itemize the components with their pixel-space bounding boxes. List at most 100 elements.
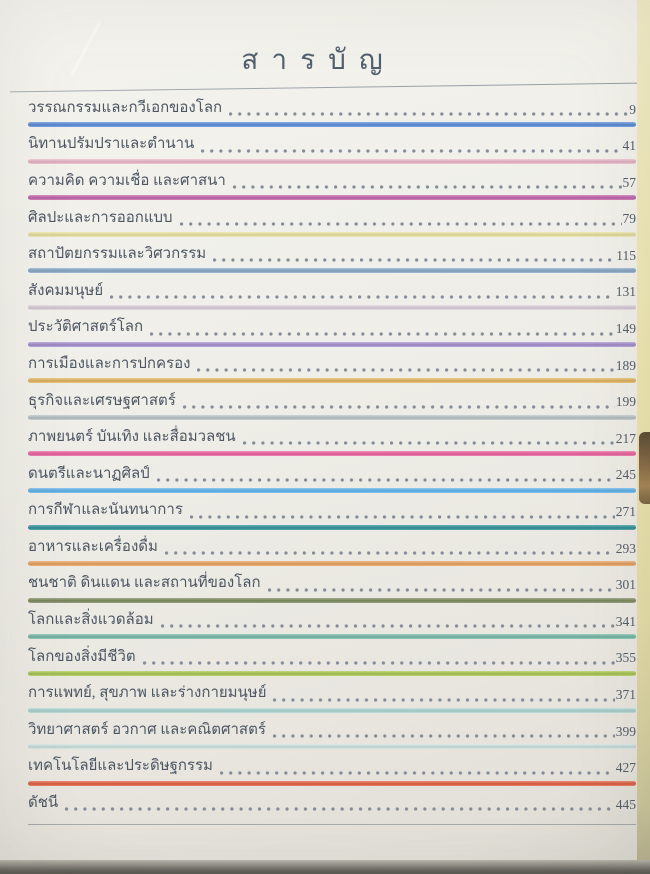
toc-entry-page-number: 199 [615,394,636,410]
toc-entry-color-bar [28,268,636,274]
toc-entry: การแพทย์, สุขภาพ และร่างกายมนุษย์ 371 [28,681,636,718]
toc-entry-label: สถาปัตยกรรมและวิศวกรรม [28,246,207,263]
toc-entry: ภาพยนตร์ บันเทิง และสื่อมวลชน 217 [28,424,636,461]
toc-entry: เทคโนโลยีและประดิษฐกรรม 427 [28,754,636,791]
dot-leader [219,764,615,775]
page-title: สารบัญ [241,45,396,76]
toc-entry-color-bar [28,707,636,713]
toc-entry-color-bar [28,195,636,201]
toc-entry-label: ศิลปะและการออกแบบ [28,209,173,226]
toc-entry-color-bar [28,122,636,127]
toc-entry-row: ความคิด ความเชื่อ และศาสนา 57 [28,168,636,191]
toc-entry-color-bar [28,744,636,750]
toc-entry-row: ประวัติศาสตร์โลก 149 [28,315,636,338]
toc-entry-page-number: 427 [615,760,636,776]
toc-entry-row: ศิลปะและการออกแบบ 79 [28,205,636,228]
toc-entry-row: ชนชาติ ดินแดน และสถานที่ของโลก 301 [28,571,636,594]
toc-entry-row: วรรณกรรมและกวีเอกของโลก 9 [28,95,636,118]
toc-entry-color-bar [28,561,636,567]
toc-entry-label: อาหารและเครื่องดื่ม [28,538,158,555]
toc-entry: วิทยาศาสตร์ อวกาศ และคณิตศาสตร์ 399 [28,717,636,754]
dot-leader [150,325,615,336]
toc-entry-label: ธุรกิจและเศรษฐศาสตร์ [28,392,176,409]
title-rule [10,82,644,93]
toc-entry-page-number: 115 [616,247,636,263]
dot-leader [182,398,615,409]
toc-entry-color-bar [28,597,636,603]
toc-entry-page-number: 189 [615,357,636,373]
toc-entry: ดัชนี 445 [28,790,636,827]
toc-entry-page-number: 149 [615,321,636,337]
toc-entry-row: การกีฬาและนันทนาการ 271 [28,498,636,521]
toc-entry-page-number: 245 [615,467,636,483]
toc-entry-color-bar [28,824,636,826]
toc-entry-page-number: 301 [615,577,636,593]
toc-entry: ประวัติศาสตร์โลก 149 [28,315,636,352]
toc-entry-label: ดัชนี [28,795,59,812]
toc-entry: โลกและสิ่งแวดล้อม 341 [28,607,636,644]
toc-entry: ศิลปะและการออกแบบ 79 [28,205,636,242]
toc-entry-row: วิทยาศาสตร์ อวกาศ และคณิตศาสตร์ 399 [28,717,636,740]
toc-entry-color-bar [28,414,636,420]
dot-leader [156,471,615,482]
toc-entry-row: นิทานปรัมปราและตำนาน 41 [28,132,636,155]
toc-entry-page-number: 79 [622,211,637,227]
photo-bottom-edge [0,860,650,874]
toc-entry-label: เทคโนโลยีและประดิษฐกรรม [28,758,213,775]
toc-entry-color-bar [28,304,636,310]
toc-entry: ความคิด ความเชื่อ และศาสนา 57 [28,168,636,205]
toc-entry: การกีฬาและนันทนาการ 271 [28,498,636,535]
toc-entry-color-bar [28,341,636,347]
dot-leader [272,728,615,739]
toc-entry-color-bar [28,780,636,786]
toc-entry-row: สังคมมนุษย์ 131 [28,278,636,301]
toc-entry-row: ภาพยนตร์ บันเทิง และสื่อมวลชน 217 [28,424,636,447]
toc-entry-row: การแพทย์, สุขภาพ และร่างกายมนุษย์ 371 [28,681,636,704]
toc-entry-color-bar [28,158,636,164]
dot-leader [213,252,616,263]
dot-leader [160,618,615,629]
toc-entry-page-number: 445 [615,796,636,812]
toc-entry-color-bar [28,634,636,640]
toc-list: วรรณกรรมและกวีเอกของโลก 9 นิทานปรัมปราแล… [28,95,636,827]
dot-leader [142,654,615,665]
toc-entry-row: อาหารและเครื่องดื่ม 293 [28,534,636,557]
dot-leader [242,435,615,446]
photo-edge-object [639,432,650,504]
toc-entry-page-number: 371 [615,687,636,702]
toc-entry-row: โลกของสิ่งมีชีวิต 355 [28,644,636,667]
toc-entry-page-number: 293 [615,540,636,556]
toc-entry-label: ชนชาติ ดินแดน และสถานที่ของโลก [28,575,261,592]
toc-entry: สังคมมนุษย์ 131 [28,278,636,315]
toc-entry: ธุรกิจและเศรษฐศาสตร์ 199 [28,388,636,425]
toc-entry-label: ประวัติศาสตร์โลก [28,319,144,336]
toc-entry-color-bar [28,451,636,457]
toc-entry: วรรณกรรมและกวีเอกของโลก 9 [28,95,636,132]
toc-entry-color-bar [28,670,636,676]
toc-entry-label: นิทานปรัมปราและตำนาน [28,136,195,153]
toc-entry: นิทานปรัมปราและตำนาน 41 [28,132,636,169]
toc-entry-label: ภาพยนตร์ บันเทิง และสื่อมวลชน [28,429,236,446]
dot-leader [201,142,622,153]
dot-leader [267,581,615,592]
toc-entry-row: เทคโนโลยีและประดิษฐกรรม 427 [28,754,636,777]
toc-entry-label: สังคมมนุษย์ [28,282,104,299]
dot-leader [110,288,615,299]
toc-entry-page-number: 131 [615,284,636,300]
toc-entry-page-number: 399 [615,723,636,739]
toc-entry-color-bar [28,231,636,237]
toc-entry: การเมืองและการปกครอง 189 [28,351,636,388]
toc-entry-label: ความคิด ความเชื่อ และศาสนา [28,172,226,189]
toc-entry: ชนชาติ ดินแดน และสถานที่ของโลก 301 [28,571,636,608]
toc-entry-page-number: 9 [629,101,636,117]
toc-entry: ดนตรีและนาฏศิลป์ 245 [28,461,636,498]
toc-entry-label: การเมืองและการปกครอง [28,355,191,372]
dot-leader [179,215,622,226]
toc-entry-page-number: 217 [615,430,636,446]
toc-entry-label: โลกของสิ่งมีชีวิต [28,648,136,665]
toc-entry-color-bar [28,487,636,493]
toc-entry-row: โลกและสิ่งแวดล้อม 341 [28,607,636,630]
toc-entry-label: การกีฬาและนันทนาการ [28,502,183,519]
toc-entry-color-bar [28,378,636,384]
toc-entry-label: ดนตรีและนาฏศิลป์ [28,465,150,482]
